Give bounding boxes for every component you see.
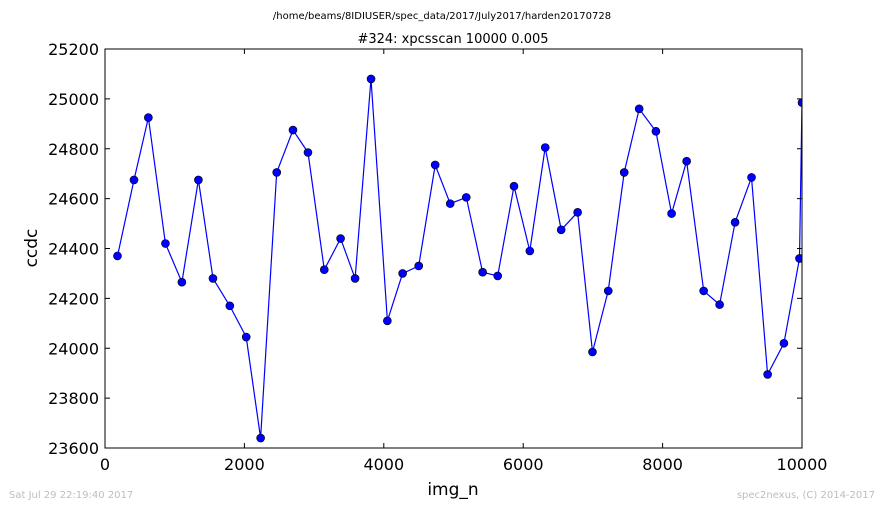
- data-point: [272, 168, 282, 177]
- data-point: [588, 347, 597, 357]
- axis-ticks: 0 2000 4000 6000 8000 10000 23600 23800 24000 242…: [48, 40, 827, 474]
- data-point: [747, 173, 756, 182]
- x-tick-label: 2000: [224, 455, 265, 474]
- data-point: [573, 208, 582, 217]
- x-tick-label: 0: [100, 455, 110, 474]
- data-point: [730, 218, 740, 227]
- data-point: [336, 234, 345, 243]
- data-point: [383, 316, 392, 326]
- data-point: [525, 246, 535, 256]
- series-line: [116, 78, 802, 439]
- footer-credit: spec2nexus, (C) 2014-2017: [737, 490, 875, 501]
- x-tick-label: 4000: [363, 455, 404, 474]
- y-tick-label: 23800: [48, 389, 99, 408]
- data-point: [129, 175, 139, 185]
- y-tick-label: 24800: [48, 140, 99, 159]
- y-tick-label: 23600: [48, 439, 99, 458]
- data-point: [398, 269, 407, 278]
- data-point: [797, 98, 802, 107]
- x-tick-label: 10000: [777, 455, 828, 474]
- data-point: [430, 160, 440, 170]
- data-point: [540, 143, 550, 152]
- y-axis-label: ccdc: [22, 229, 42, 268]
- y-tick-label: 25000: [48, 90, 99, 109]
- data-point: [256, 433, 265, 443]
- data-point: [795, 254, 802, 263]
- y-tick-label: 24400: [48, 240, 99, 259]
- data-point: [478, 267, 487, 277]
- data-point: [493, 271, 502, 281]
- data-point: [288, 125, 298, 135]
- y-tick-label: 24600: [48, 190, 99, 209]
- data-point: [763, 370, 772, 379]
- y-tick-label: 25200: [48, 40, 99, 59]
- data-point: [715, 300, 724, 309]
- data-point: [699, 286, 708, 296]
- data-point: [667, 209, 676, 218]
- data-point: [194, 175, 203, 185]
- data-point: [682, 156, 691, 166]
- y-tick-label: 24200: [48, 289, 99, 308]
- data-point: [161, 239, 170, 248]
- data-point: [779, 338, 789, 348]
- data-point: [225, 301, 235, 311]
- plot-frame: [104, 48, 803, 449]
- data-point: [509, 181, 519, 191]
- chart-title: #324: xpcsscan 10000 0.005: [357, 32, 548, 47]
- footer-timestamp: Sat Jul 29 22:19:40 2017: [9, 490, 133, 501]
- x-tick-label: 6000: [503, 455, 544, 474]
- data-point: [113, 251, 122, 261]
- data-point: [208, 274, 218, 283]
- data-point: [651, 126, 661, 136]
- chart-suptitle: /home/beams/8IDIUSER/spec_data/2017/July…: [273, 11, 611, 22]
- data-point: [366, 74, 376, 84]
- plot-area: [113, 74, 802, 443]
- data-point: [177, 277, 187, 287]
- data-point: [461, 193, 471, 202]
- data-point: [350, 274, 360, 283]
- data-point: [319, 265, 329, 274]
- data-point: [445, 199, 455, 208]
- data-point: [241, 332, 251, 342]
- data-point: [603, 286, 613, 296]
- data-point: [556, 225, 566, 235]
- data-point: [634, 104, 644, 114]
- data-point: [303, 148, 313, 157]
- data-point: [144, 113, 153, 122]
- x-tick-label: 8000: [642, 455, 683, 474]
- x-axis-label: img_n: [427, 480, 478, 500]
- data-point: [414, 261, 424, 271]
- data-point: [619, 168, 629, 177]
- y-tick-label: 24000: [48, 339, 99, 358]
